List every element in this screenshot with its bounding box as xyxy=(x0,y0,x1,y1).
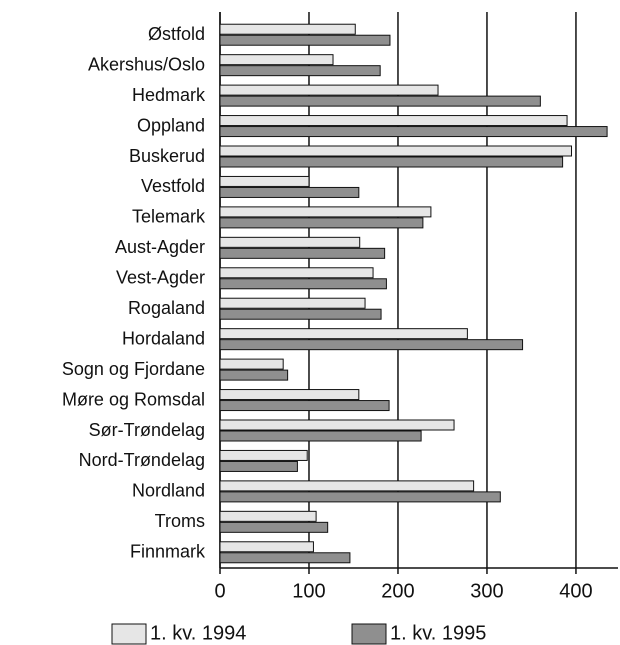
y-tick-label: Akershus/Oslo xyxy=(88,54,205,74)
bar xyxy=(219,34,391,46)
bar xyxy=(219,84,439,96)
bar xyxy=(219,552,351,564)
bar xyxy=(219,339,524,351)
bar xyxy=(219,419,455,431)
bar xyxy=(219,236,361,248)
legend-label: 1. kv. 1994 xyxy=(150,622,246,644)
bar xyxy=(219,358,284,370)
y-tick-label: Telemark xyxy=(132,207,206,227)
bar xyxy=(219,95,541,107)
y-tick-label: Troms xyxy=(155,511,205,531)
bar xyxy=(219,297,366,309)
bar xyxy=(219,54,334,66)
y-tick-label: Hedmark xyxy=(132,85,206,105)
y-tick-label: Nord-Trøndelag xyxy=(79,450,205,470)
x-tick-label: 300 xyxy=(470,580,503,602)
bar xyxy=(219,115,568,127)
x-tick-label: 200 xyxy=(381,580,414,602)
y-tick-label: Sør-Trøndelag xyxy=(89,420,205,440)
y-tick-label: Vestfold xyxy=(141,176,205,196)
y-tick-label: Rogaland xyxy=(128,298,205,318)
y-tick-label: Nordland xyxy=(132,481,205,501)
y-tick-label: Aust-Agder xyxy=(115,237,205,257)
legend-label: 1. kv. 1995 xyxy=(390,622,486,644)
bar xyxy=(219,186,360,198)
bar xyxy=(219,247,386,259)
legend-swatch xyxy=(111,623,147,645)
bar xyxy=(219,449,308,461)
bar xyxy=(219,126,608,138)
bar xyxy=(219,400,390,412)
x-tick-label: 0 xyxy=(214,580,225,602)
bar xyxy=(219,510,317,522)
bar xyxy=(219,491,501,503)
bar xyxy=(219,175,310,187)
bar xyxy=(219,206,432,218)
bar xyxy=(219,430,422,442)
bar xyxy=(219,328,468,340)
y-tick-label: Vest-Agder xyxy=(116,268,205,288)
bar xyxy=(219,145,573,157)
y-tick-label: Møre og Romsdal xyxy=(62,389,205,409)
bar xyxy=(219,369,289,381)
bar xyxy=(219,480,475,492)
bar xyxy=(219,23,356,35)
bar xyxy=(219,217,424,229)
y-tick-label: Buskerud xyxy=(129,146,205,166)
y-tick-label: Oppland xyxy=(137,115,205,135)
bar xyxy=(219,278,387,290)
bar xyxy=(219,389,360,401)
bar xyxy=(219,541,314,553)
y-tick-label: Sogn og Fjordane xyxy=(62,359,205,379)
bar xyxy=(219,460,298,472)
y-tick-label: Østfold xyxy=(148,24,205,44)
x-tick-label: 100 xyxy=(292,580,325,602)
y-tick-label: Hordaland xyxy=(122,328,205,348)
bar xyxy=(219,65,381,77)
x-tick-label: 400 xyxy=(559,580,592,602)
legend-swatch xyxy=(351,623,387,645)
y-tick-label: Finnmark xyxy=(130,542,206,562)
bar xyxy=(219,267,374,279)
bar xyxy=(219,308,382,320)
bar xyxy=(219,521,329,533)
bar xyxy=(219,156,564,168)
